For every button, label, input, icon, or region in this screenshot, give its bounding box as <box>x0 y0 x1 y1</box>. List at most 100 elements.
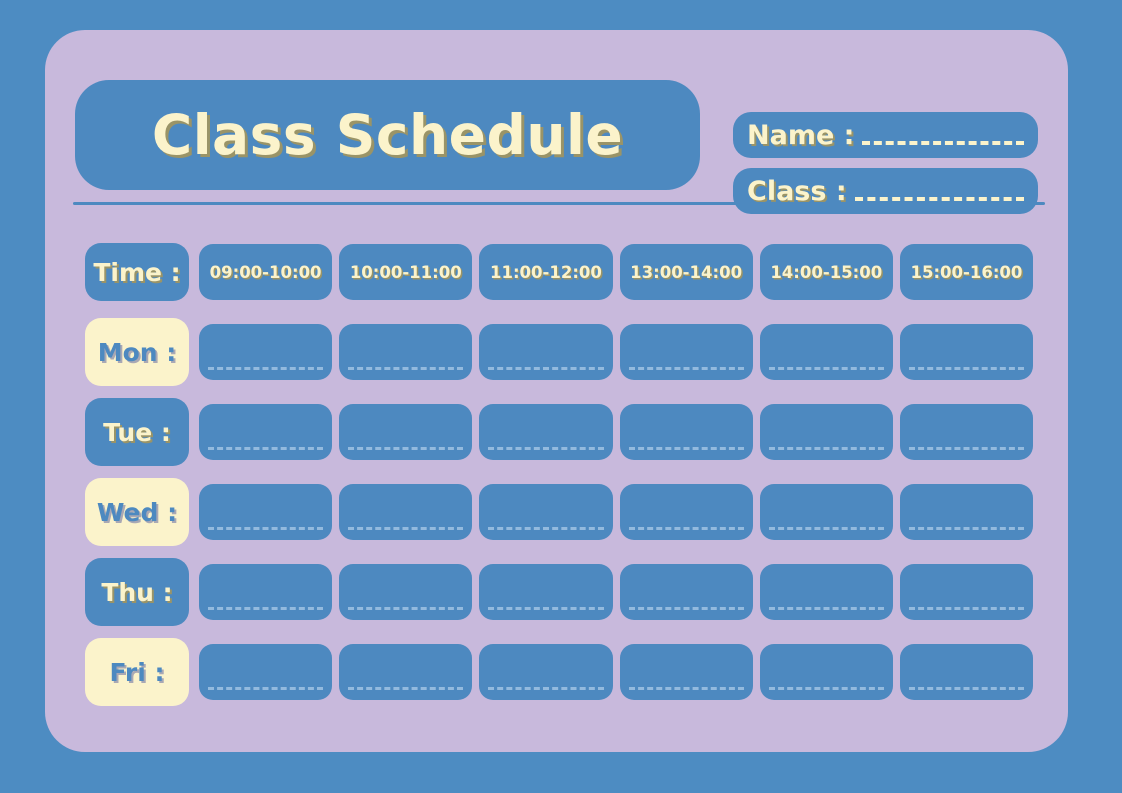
day-label-text: Tue : <box>103 417 171 447</box>
entry-writing-line <box>348 447 464 450</box>
entry-writing-line <box>908 607 1025 610</box>
entry-writing-line <box>208 687 324 690</box>
entry-writing-line <box>348 527 464 530</box>
entry-cell[interactable] <box>619 324 753 380</box>
class-field[interactable]: Class : <box>733 168 1038 214</box>
entry-cell[interactable] <box>479 484 613 540</box>
entry-cell[interactable] <box>759 484 893 540</box>
entry-cell[interactable] <box>899 484 1034 540</box>
entry-cell[interactable] <box>619 644 753 700</box>
entry-cell[interactable] <box>479 564 613 620</box>
entry-cells-thu <box>199 564 1034 620</box>
day-label-thu: Thu : <box>85 558 189 626</box>
entry-cells-tue <box>199 404 1034 460</box>
entry-writing-line <box>208 447 324 450</box>
entry-writing-line <box>348 367 464 370</box>
class-field-label: Class : <box>747 175 847 207</box>
entry-writing-line <box>908 367 1025 370</box>
entry-cell[interactable] <box>339 644 473 700</box>
header: Class Schedule Name : Class : <box>75 80 1038 214</box>
schedule-grid: Time : 09:00-10:00 10:00-11:00 11:00-12:… <box>85 232 1034 712</box>
entry-cell[interactable] <box>759 404 893 460</box>
day-label-text: Mon : <box>97 337 177 367</box>
entry-cell[interactable] <box>759 564 893 620</box>
entry-cell[interactable] <box>759 324 893 380</box>
entry-cell[interactable] <box>899 404 1034 460</box>
entry-cells-fri <box>199 644 1034 700</box>
entry-cell[interactable] <box>899 324 1034 380</box>
entry-cell[interactable] <box>199 404 333 460</box>
entry-writing-line <box>208 527 324 530</box>
entry-writing-line <box>768 607 884 610</box>
time-slot-text: 10:00-11:00 <box>349 262 462 282</box>
entry-writing-line <box>768 687 884 690</box>
entry-cell[interactable] <box>199 484 333 540</box>
time-slot-cells: 09:00-10:00 10:00-11:00 11:00-12:00 13:0… <box>199 244 1034 300</box>
entry-cell[interactable] <box>479 644 613 700</box>
entry-writing-line <box>348 687 464 690</box>
schedule-row-mon: Mon : <box>85 312 1034 392</box>
day-label-mon: Mon : <box>85 318 189 386</box>
name-field-label: Name : <box>747 119 855 151</box>
entry-cell[interactable] <box>339 324 473 380</box>
entry-writing-line <box>488 367 604 370</box>
time-slot-cell: 09:00-10:00 <box>199 244 333 300</box>
time-slot-cell: 15:00-16:00 <box>899 244 1034 300</box>
time-slot-text: 11:00-12:00 <box>489 262 602 282</box>
entry-writing-line <box>488 447 604 450</box>
entry-cell[interactable] <box>339 404 473 460</box>
entry-cell[interactable] <box>339 564 473 620</box>
name-field-writing-line <box>862 141 1024 145</box>
day-label-tue: Tue : <box>85 398 189 466</box>
title-block: Class Schedule <box>75 80 700 190</box>
entry-writing-line <box>908 687 1025 690</box>
time-slot-text: 13:00-14:00 <box>630 262 743 282</box>
entry-cell[interactable] <box>199 564 333 620</box>
entry-cell[interactable] <box>479 324 613 380</box>
day-label-text: Thu : <box>101 577 173 607</box>
page-title: Class Schedule <box>151 103 624 167</box>
entry-writing-line <box>488 607 604 610</box>
entry-cell[interactable] <box>199 324 333 380</box>
entry-writing-line <box>768 527 884 530</box>
entry-cell[interactable] <box>199 644 333 700</box>
entry-cell[interactable] <box>899 644 1034 700</box>
entry-writing-line <box>208 367 324 370</box>
time-slot-text: 14:00-15:00 <box>770 262 883 282</box>
entry-cell[interactable] <box>899 564 1034 620</box>
time-header-label-text: Time : <box>93 257 181 287</box>
schedule-row-thu: Thu : <box>85 552 1034 632</box>
time-slot-text: 15:00-16:00 <box>910 262 1023 282</box>
schedule-row-wed: Wed : <box>85 472 1034 552</box>
name-field[interactable]: Name : <box>733 112 1038 158</box>
day-label-fri: Fri : <box>85 638 189 706</box>
entry-writing-line <box>908 527 1025 530</box>
time-slot-cell: 11:00-12:00 <box>479 244 613 300</box>
entry-writing-line <box>628 687 744 690</box>
entry-cells-mon <box>199 324 1034 380</box>
entry-writing-line <box>908 447 1025 450</box>
entry-cell[interactable] <box>619 564 753 620</box>
time-slot-text: 09:00-10:00 <box>209 262 322 282</box>
time-slot-cell: 14:00-15:00 <box>759 244 893 300</box>
entry-cell[interactable] <box>339 484 473 540</box>
entry-writing-line <box>628 527 744 530</box>
entry-writing-line <box>488 687 604 690</box>
entry-writing-line <box>628 367 744 370</box>
entry-writing-line <box>348 607 464 610</box>
time-header-row: Time : 09:00-10:00 10:00-11:00 11:00-12:… <box>85 232 1034 312</box>
day-label-wed: Wed : <box>85 478 189 546</box>
time-slot-cell: 10:00-11:00 <box>339 244 473 300</box>
schedule-row-fri: Fri : <box>85 632 1034 712</box>
entry-writing-line <box>488 527 604 530</box>
day-label-text: Fri : <box>109 657 165 687</box>
schedule-panel: Class Schedule Name : Class : Time : 09:… <box>45 30 1068 752</box>
entry-cell[interactable] <box>619 404 753 460</box>
entry-writing-line <box>628 447 744 450</box>
entry-writing-line <box>768 447 884 450</box>
entry-cell[interactable] <box>479 404 613 460</box>
entry-cell[interactable] <box>759 644 893 700</box>
entry-writing-line <box>628 607 744 610</box>
entry-cell[interactable] <box>619 484 753 540</box>
